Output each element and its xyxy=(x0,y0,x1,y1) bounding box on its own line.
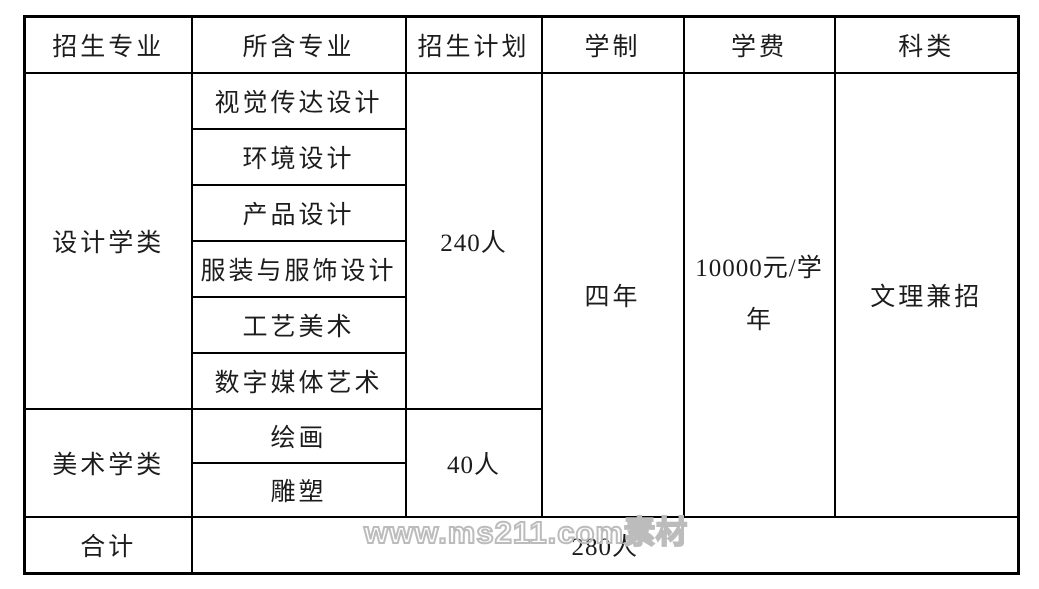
header-duration: 学制 xyxy=(540,15,685,74)
plan-cell-fine-arts: 40人 xyxy=(404,407,543,518)
header-enrollment-major: 招生专业 xyxy=(23,15,193,74)
tuition-value: 10000元/学年 xyxy=(695,254,823,334)
table-row: 环境设计 xyxy=(25,127,1019,186)
header-enrollment-plan: 招生计划 xyxy=(404,15,543,74)
sub-major-cell: 数字媒体艺术 xyxy=(190,351,407,410)
table-row: 产品设计 xyxy=(25,183,1019,242)
total-row: 合计 280人 xyxy=(23,515,1020,575)
total-label-cell: 合计 xyxy=(23,515,193,575)
enrollment-plan-table: 招生专业 所含专业 招生计划 学制 学费 科类 设计学类 视觉传达设计 240人… xyxy=(23,15,1020,575)
enrollment-plan-table-container: 招生专业 所含专业 招生计划 学制 学费 科类 设计学类 视觉传达设计 240人… xyxy=(23,15,1020,575)
plan-cell-design: 240人 xyxy=(404,71,543,410)
major-cell-fine-arts: 美术学类 xyxy=(23,407,193,518)
total-plan-cell: 280人 xyxy=(190,515,1020,575)
table-row: 雕塑 xyxy=(25,461,1019,518)
table-row: 美术学类 绘画 40人 xyxy=(23,407,1019,518)
table-row: 工艺美术 xyxy=(25,295,1019,354)
header-tuition: 学费 xyxy=(682,15,836,74)
table-row: 数字媒体艺术 xyxy=(25,351,1019,410)
sub-major-cell: 工艺美术 xyxy=(190,295,407,354)
duration-cell: 四年 xyxy=(540,71,685,518)
sub-major-cell: 产品设计 xyxy=(190,183,407,242)
sub-major-cell: 服装与服饰设计 xyxy=(190,239,407,298)
major-cell-design: 设计学类 xyxy=(23,71,193,410)
table-row: 设计学类 视觉传达设计 240人 四年 10000元/学年 文理兼招 xyxy=(23,71,1020,518)
sub-major-cell: 环境设计 xyxy=(190,127,407,186)
sub-major-cell: 绘画 xyxy=(190,407,407,464)
header-row: 招生专业 所含专业 招生计划 学制 学费 科类 xyxy=(23,15,1020,74)
header-included-majors: 所含专业 xyxy=(190,15,407,74)
sub-major-cell: 视觉传达设计 xyxy=(190,71,407,130)
header-subject-category: 科类 xyxy=(833,15,1020,74)
sub-major-cell: 雕塑 xyxy=(190,461,407,518)
table-row: 服装与服饰设计 xyxy=(25,239,1019,298)
tuition-cell: 10000元/学年 xyxy=(682,71,836,518)
category-cell: 文理兼招 xyxy=(833,71,1020,518)
